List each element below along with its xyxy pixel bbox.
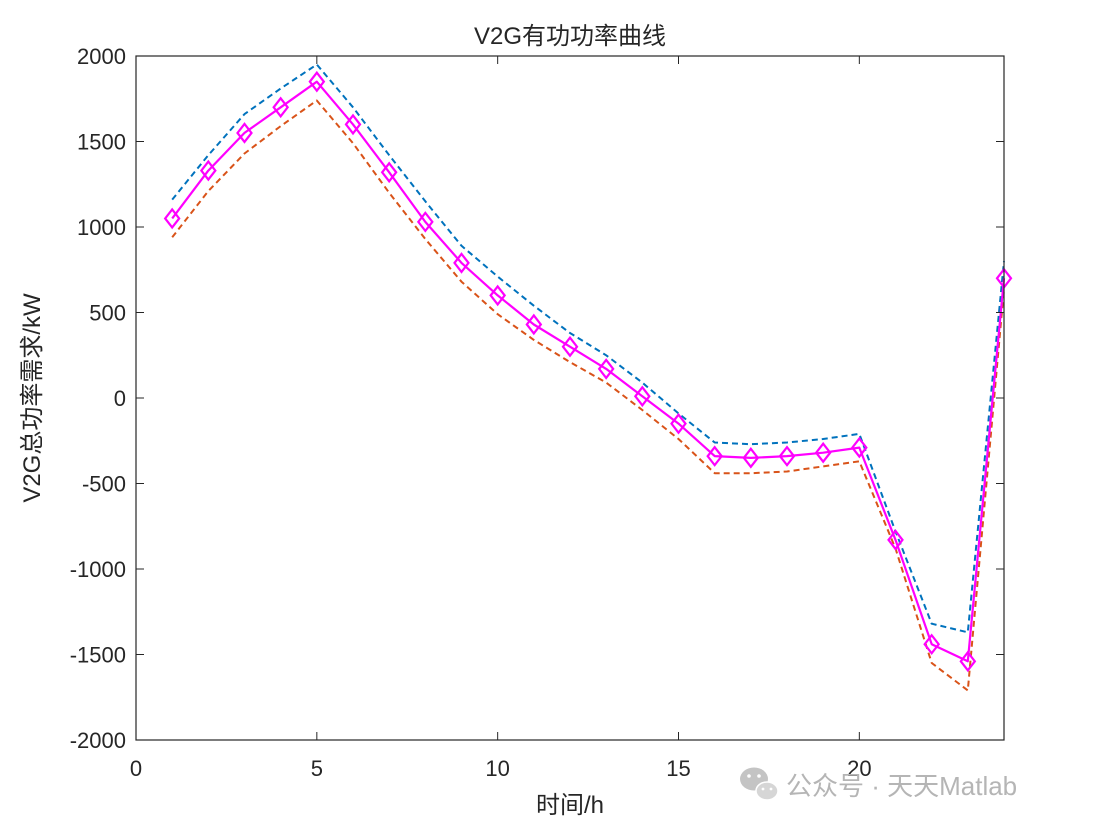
chart-title: V2G有功功率曲线 <box>474 23 666 50</box>
series-3-point <box>453 252 470 274</box>
series-layer <box>163 63 1013 692</box>
series-3-point <box>525 313 543 336</box>
y-tick-label: 2000 <box>77 44 126 69</box>
series-3-point <box>489 284 507 307</box>
wechat-icon <box>740 767 779 801</box>
series-line-3 <box>171 80 1006 663</box>
series-3-point <box>923 633 941 656</box>
series-3-point <box>706 445 724 467</box>
y-tick-label: -1000 <box>70 557 126 582</box>
x-tick-label: 10 <box>485 756 509 781</box>
watermark-text: 公众号 · 天天Matlab <box>786 771 1017 801</box>
series-3-point <box>236 122 253 144</box>
series-3-point <box>597 358 615 380</box>
series-3-point <box>633 385 651 408</box>
y-tick-label: -2000 <box>70 728 126 753</box>
x-axis-title: 时间/h <box>536 792 604 819</box>
series-3-point <box>308 70 326 93</box>
plot-area <box>136 56 1004 740</box>
watermark: 公众号 · 天天Matlab <box>740 767 1017 801</box>
series-3-point <box>887 529 904 551</box>
y-tick-label: 1000 <box>77 215 126 240</box>
series-3-point <box>561 335 579 358</box>
x-tick-label: 15 <box>666 756 690 781</box>
series-3-point <box>416 211 434 233</box>
series-3-point <box>199 159 217 182</box>
series-3-point <box>344 113 362 136</box>
y-tick-label: 500 <box>89 301 126 326</box>
y-tick-label: 0 <box>114 386 126 411</box>
x-axis: 0 5 10 15 20 <box>130 56 872 781</box>
series-3-point <box>272 96 290 119</box>
y-axis-title: V2G总功率需求/kW <box>19 293 46 503</box>
series-3-point <box>670 412 687 435</box>
series-3-point <box>380 161 398 184</box>
y-tick-label: -1500 <box>70 643 126 668</box>
x-tick-label: 20 <box>847 756 871 781</box>
y-axis: 2000 1500 1000 500 0 -500 -1000 -1500 -2000 <box>70 44 1004 753</box>
series-3-point <box>742 447 760 469</box>
series-3-point <box>850 436 868 459</box>
y-tick-label: 1500 <box>77 130 126 155</box>
series-line-2 <box>171 99 1005 692</box>
x-tick-label: 5 <box>311 756 323 781</box>
series-3-point <box>163 207 181 230</box>
x-tick-label: 0 <box>130 756 142 781</box>
series-3-point <box>814 441 832 464</box>
series-3-point <box>778 445 796 467</box>
series-3-point <box>959 650 977 673</box>
y-tick-label: -500 <box>82 472 126 497</box>
